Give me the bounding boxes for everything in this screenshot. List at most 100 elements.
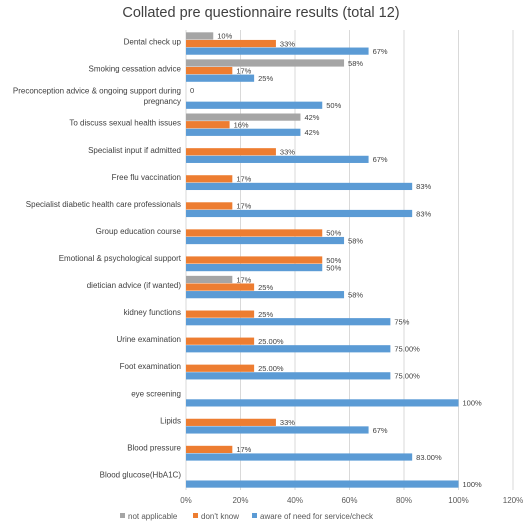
category-label: Dental check up (124, 38, 182, 47)
category-label: eye screening (131, 389, 181, 398)
data-label-aware-of-need-for-service-check: 58% (348, 236, 363, 245)
data-label-aware-of-need-for-service-check: 83% (416, 209, 431, 218)
x-tick-label: 80% (396, 496, 412, 505)
bar-aware-of-need-for-service-check (186, 209, 413, 218)
bar-don-t-know (186, 445, 233, 454)
bar-aware-of-need-for-service-check (186, 372, 391, 380)
category-label: Blood pressure (127, 443, 181, 452)
data-label-don-t-know: 16% (234, 121, 249, 130)
bar-don-t-know (186, 229, 323, 237)
bar-not-applicable (186, 113, 301, 121)
data-label-don-t-know: 25.00% (258, 364, 284, 373)
data-label-don-t-know: 17% (236, 66, 251, 75)
bar-don-t-know (186, 418, 276, 426)
data-label-aware-of-need-for-service-check: 100% (463, 480, 483, 489)
x-tick-label: 60% (341, 496, 357, 505)
data-label-aware-of-need-for-service-check: 75.00% (394, 372, 420, 381)
x-tick-label: 100% (448, 496, 468, 505)
data-label-don-t-know: 25.00% (258, 337, 284, 346)
category-label: Specialist diabetic health care professi… (26, 200, 181, 209)
data-label-not-applicable: 42% (304, 113, 319, 122)
bar-don-t-know (186, 364, 255, 372)
bar-don-t-know (186, 175, 233, 183)
category-label: To discuss sexual health issues (69, 119, 181, 128)
x-tick-label: 20% (232, 496, 248, 505)
legend-swatch-aware-of-need-for-service-check (252, 513, 257, 518)
data-label-don-t-know: 17% (236, 202, 251, 211)
category-label: Group education course (96, 227, 182, 236)
data-label-aware-of-need-for-service-check: 67% (373, 426, 388, 435)
bar-aware-of-need-for-service-check (186, 480, 459, 488)
bar-aware-of-need-for-service-check (186, 74, 255, 82)
data-label-aware-of-need-for-service-check: 67% (373, 47, 388, 56)
data-label-don-t-know: 50% (326, 229, 341, 238)
data-label-aware-of-need-for-service-check: 42% (304, 128, 319, 137)
bar-not-applicable (186, 59, 345, 67)
category-label: Preconception advice & ongoing support d… (13, 86, 181, 95)
bar-don-t-know (186, 121, 230, 129)
chart-title: Collated pre questionnaire results (tota… (122, 5, 399, 21)
x-tick-label: 40% (287, 496, 303, 505)
data-label-aware-of-need-for-service-check: 58% (348, 290, 363, 299)
data-label-aware-of-need-for-service-check: 83.00% (416, 453, 442, 462)
bar-not-applicable (186, 275, 233, 284)
bar-aware-of-need-for-service-check (186, 128, 301, 136)
bar-don-t-know (186, 283, 255, 291)
bar-aware-of-need-for-service-check (186, 155, 369, 163)
bar-aware-of-need-for-service-check (186, 101, 323, 109)
bar-don-t-know (186, 202, 233, 210)
bar-aware-of-need-for-service-check (186, 426, 369, 434)
category-label: Emotional & psychological support (59, 254, 182, 263)
data-label-aware-of-need-for-service-check: 100% (463, 399, 483, 408)
data-label-aware-of-need-for-service-check: 75.00% (394, 345, 420, 354)
bar-don-t-know (186, 310, 255, 318)
data-label-aware-of-need-for-service-check: 50% (326, 263, 341, 272)
legend-label-don-t-know: don't know (201, 512, 239, 521)
x-tick-label: 0% (180, 496, 192, 505)
category-label: Free flu vaccination (112, 173, 181, 182)
bar-aware-of-need-for-service-check (186, 182, 413, 191)
bar-don-t-know (186, 256, 323, 264)
bar-don-t-know (186, 337, 255, 345)
legend-label-aware-of-need-for-service-check: aware of need for service/check (260, 512, 374, 521)
bar-aware-of-need-for-service-check (186, 453, 413, 461)
data-label-aware-of-need-for-service-check: 83% (416, 182, 431, 191)
data-label-aware-of-need-for-service-check: 67% (373, 155, 388, 164)
bar-don-t-know (186, 39, 276, 48)
data-label-not-applicable: 17% (236, 275, 251, 284)
data-label-don-t-know: 17% (236, 175, 251, 184)
data-label-don-t-know: 50% (326, 256, 341, 265)
bar-aware-of-need-for-service-check (186, 318, 391, 326)
data-label-not-applicable: 10% (217, 32, 232, 41)
bar-aware-of-need-for-service-check (186, 345, 391, 353)
data-label-not-applicable: 0 (190, 86, 194, 95)
data-label-aware-of-need-for-service-check: 25% (258, 74, 273, 83)
category-label: Blood glucose(HbA1C) (100, 470, 182, 479)
bar-don-t-know (186, 66, 233, 75)
data-label-don-t-know: 33% (280, 148, 295, 157)
legend-swatch-don-t-know (193, 513, 198, 518)
x-tick-label: 120% (503, 496, 523, 505)
data-label-don-t-know: 33% (280, 39, 295, 48)
bar-aware-of-need-for-service-check (186, 47, 369, 55)
category-label: Specialist input if admitted (88, 146, 181, 155)
category-label: Smoking cessation advice (89, 65, 182, 74)
data-label-aware-of-need-for-service-check: 50% (326, 101, 341, 110)
data-label-don-t-know: 25% (258, 310, 273, 319)
category-label: Lipids (160, 416, 181, 425)
category-label: kidney functions (124, 308, 181, 317)
bar-aware-of-need-for-service-check (186, 399, 459, 407)
data-label-don-t-know: 17% (236, 445, 251, 454)
category-label: Foot examination (120, 362, 181, 371)
bar-not-applicable (186, 32, 214, 40)
category-label: Urine examination (117, 335, 181, 344)
category-label: dietician advice (if wanted) (87, 281, 182, 290)
legend-label-not-applicable: not applicable (128, 512, 178, 521)
bar-aware-of-need-for-service-check (186, 236, 345, 245)
data-label-aware-of-need-for-service-check: 75% (394, 318, 409, 327)
bar-aware-of-need-for-service-check (186, 291, 345, 299)
category-label: pregnancy (144, 97, 181, 106)
data-label-don-t-know: 33% (280, 418, 295, 427)
data-label-don-t-know: 25% (258, 283, 273, 292)
